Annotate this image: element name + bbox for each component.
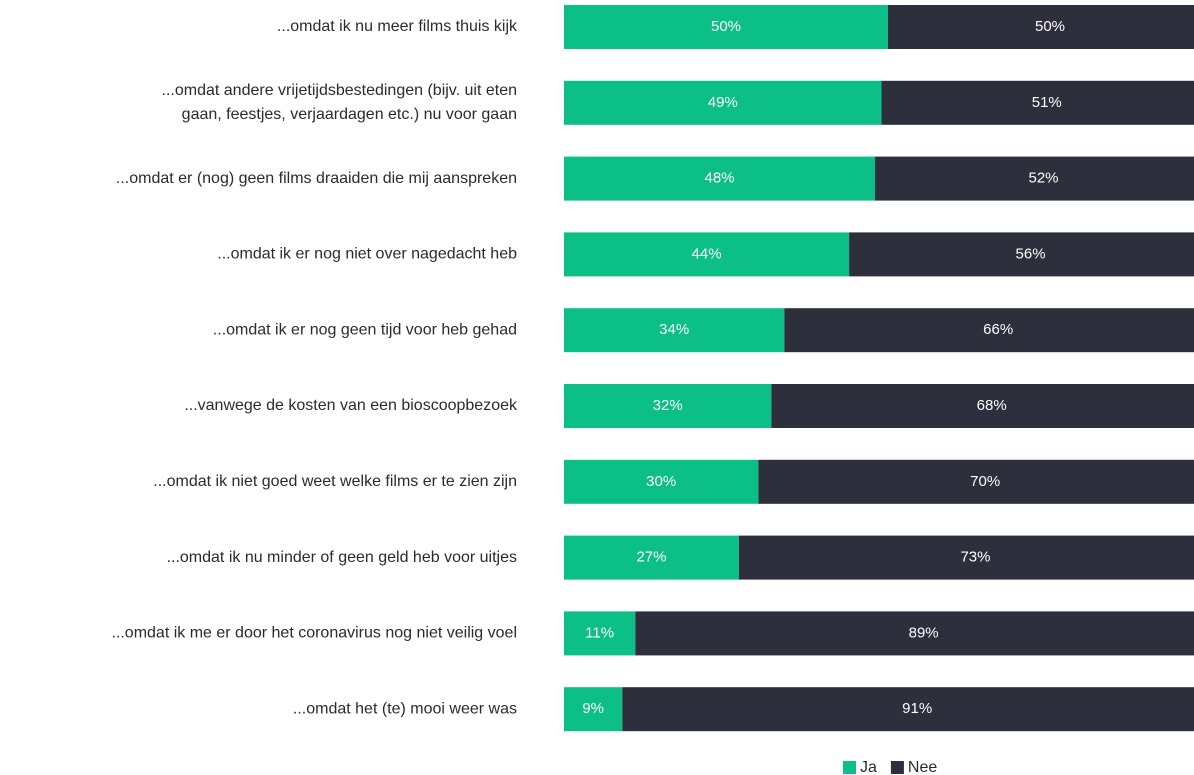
bar-segment (738, 535, 1194, 580)
value-label: 49% (708, 94, 738, 111)
category-label: ...omdat andere vrijetijdsbestedingen (b… (162, 82, 517, 99)
bar-segment (564, 384, 772, 428)
bar-segment (849, 232, 1194, 277)
bar-segment (875, 156, 1194, 201)
bar-segment (564, 5, 888, 49)
category-label: ...omdat ik er nog geen tijd voor heb ge… (213, 321, 517, 338)
bar-segment (564, 535, 739, 580)
value-label: 34% (659, 321, 689, 338)
bar-segment (622, 687, 1194, 732)
value-label: 66% (983, 321, 1013, 338)
category-label: ...omdat ik niet goed weet welke films e… (153, 473, 517, 490)
legend-label: Nee (908, 759, 937, 775)
category-label: ...omdat ik nu minder of geen geld heb v… (167, 549, 517, 566)
value-label: 68% (977, 397, 1007, 414)
bar-segment (635, 611, 1194, 656)
bar-segment (564, 687, 623, 732)
value-label: 52% (1029, 170, 1059, 187)
category-label: ...vanwege de kosten van een bioscoopbez… (184, 397, 518, 414)
category-label: gaan, feestjes, verjaardagen etc.) nu vo… (182, 106, 517, 123)
value-label: 91% (902, 700, 932, 717)
value-label: 73% (960, 549, 990, 566)
bar-segment (564, 611, 636, 656)
value-label: 51% (1032, 94, 1062, 111)
value-label: 30% (646, 473, 676, 490)
value-label: 11% (585, 624, 614, 641)
category-label: ...omdat er (nog) geen films draaiden di… (116, 170, 517, 187)
value-label: 48% (705, 170, 735, 187)
bar-segment (564, 308, 785, 353)
legend-swatch (843, 761, 856, 774)
bar-segment (758, 459, 1194, 504)
legend-label: Ja (860, 759, 877, 775)
legend-swatch (890, 761, 904, 774)
bar-segment (771, 384, 1194, 428)
bar-segment (881, 80, 1194, 125)
value-label: 27% (636, 549, 666, 566)
category-label: ...omdat het (te) mooi weer was (293, 700, 517, 717)
category-label: ...omdat ik me er door het coronavirus n… (111, 625, 517, 642)
value-label: 44% (692, 245, 722, 262)
category-label: ...omdat ik nu meer films thuis kijk (277, 18, 518, 35)
value-label: 50% (1035, 18, 1065, 35)
bar-segment (564, 232, 850, 277)
category-label: ...omdat ik er nog niet over nagedacht h… (217, 246, 517, 263)
bar-segment (564, 459, 759, 504)
bar-segment (784, 308, 1194, 353)
bar-segment (564, 80, 882, 125)
value-label: 32% (653, 397, 683, 414)
value-label: 50% (711, 18, 741, 35)
value-label: 56% (1016, 245, 1046, 262)
bar-segment (888, 5, 1194, 49)
value-label: 70% (970, 473, 1000, 490)
value-label: 89% (909, 624, 939, 641)
value-label: 9% (582, 700, 604, 717)
bar-segment (564, 156, 876, 201)
